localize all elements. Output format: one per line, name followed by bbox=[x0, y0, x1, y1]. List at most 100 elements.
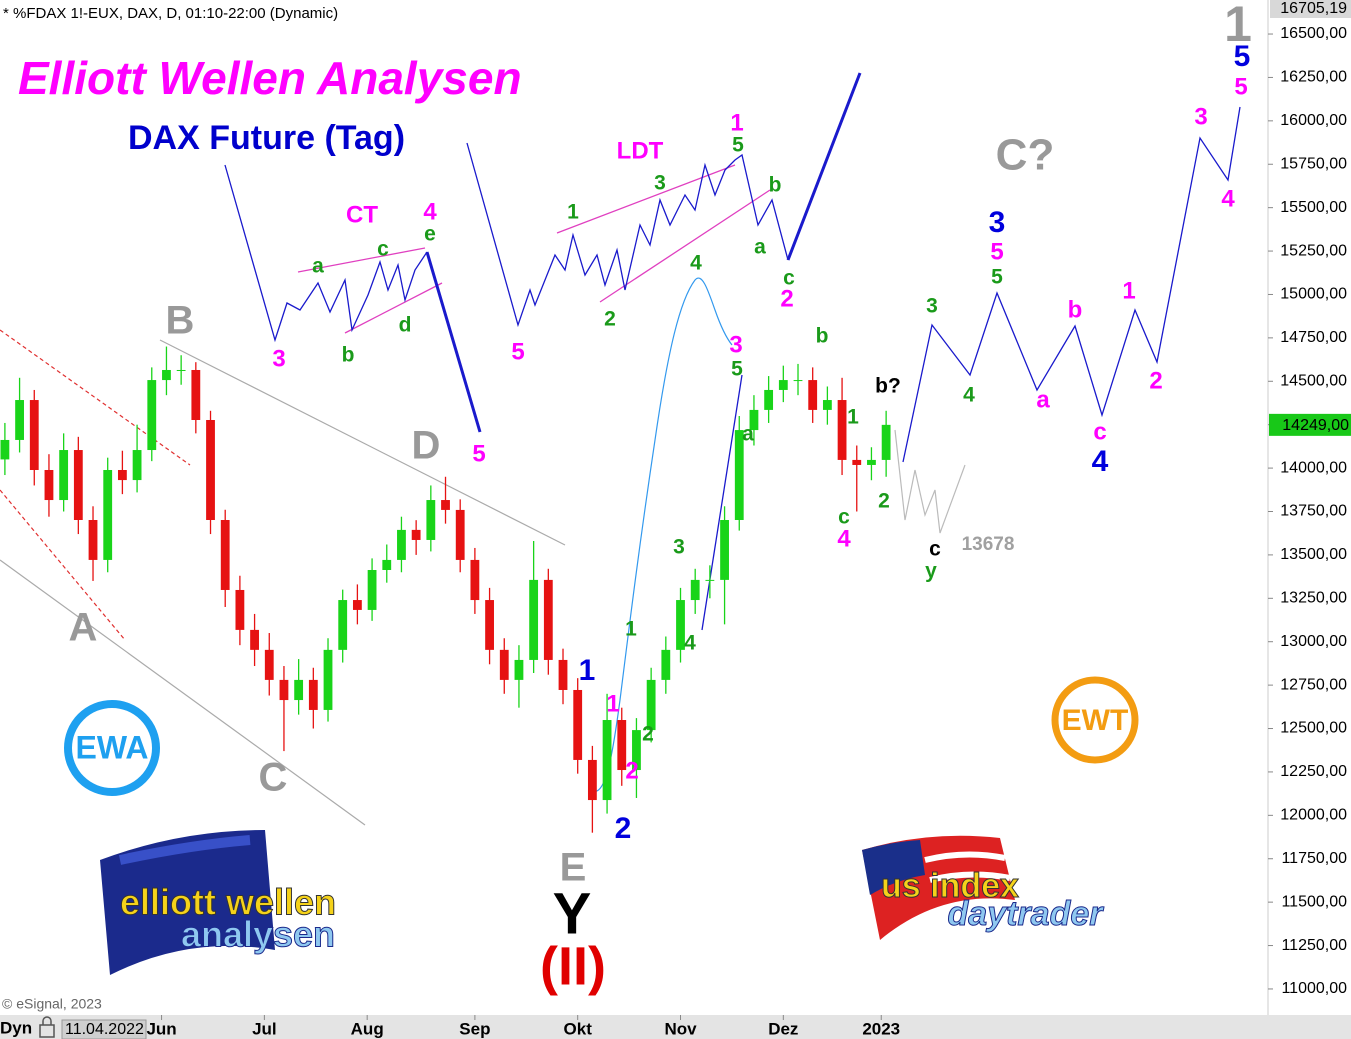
candle-body bbox=[29, 400, 39, 470]
wave-label: 3 bbox=[673, 536, 685, 559]
candle-body bbox=[587, 759, 597, 801]
wave-label: 1 bbox=[1224, 0, 1252, 52]
wave-label: a bbox=[312, 255, 324, 278]
y-tick-label: 12500,00 bbox=[1280, 720, 1347, 737]
candle-body bbox=[426, 500, 436, 540]
x-tick-label: Okt bbox=[564, 1019, 593, 1038]
candle-body bbox=[250, 629, 259, 650]
logo-text: elliott wellen bbox=[120, 882, 336, 923]
copyright: © eSignal, 2023 bbox=[2, 996, 102, 1012]
wave-label: 3 bbox=[989, 206, 1006, 239]
candle-body bbox=[749, 409, 759, 431]
annotations: BACDEY(II)C?1CTLDT34551234125abc12345123… bbox=[69, 0, 1252, 996]
candle-body bbox=[176, 369, 186, 371]
logo-text: analysen bbox=[181, 914, 335, 955]
candle-body bbox=[59, 450, 69, 501]
y-tick-label: 13750,00 bbox=[1280, 503, 1347, 520]
x-tick-label: Dez bbox=[768, 1019, 798, 1038]
wave-label: 13678 bbox=[962, 534, 1015, 555]
candle-body bbox=[822, 400, 832, 410]
wave-label: a bbox=[742, 423, 754, 446]
candle-body bbox=[455, 509, 465, 560]
wave-label: Y bbox=[553, 881, 592, 946]
y-tick-label: 11500,00 bbox=[1281, 893, 1347, 910]
candle-body bbox=[220, 520, 230, 590]
y-tick-box bbox=[1270, 0, 1351, 18]
candle-body bbox=[338, 600, 348, 650]
logo-text: us index bbox=[881, 867, 1019, 905]
candle-body bbox=[705, 579, 715, 581]
candle-body bbox=[676, 600, 685, 650]
candle-body bbox=[617, 720, 627, 771]
x-tick-label: Jul bbox=[252, 1019, 277, 1038]
x-tick-label: Aug bbox=[351, 1019, 384, 1038]
mode-label: Dyn bbox=[0, 1018, 32, 1037]
wave-label: 5 bbox=[991, 266, 1003, 289]
wave-label: c bbox=[929, 538, 941, 561]
plot-area bbox=[0, 72, 1241, 826]
alternate-path bbox=[894, 429, 966, 534]
y-tick-label: 16000,00 bbox=[1280, 112, 1347, 129]
channel-line bbox=[0, 329, 191, 466]
candle-body bbox=[573, 689, 583, 760]
wave-label: C? bbox=[996, 131, 1055, 180]
wave-label: a bbox=[754, 236, 766, 259]
wave-label: 4 bbox=[1092, 445, 1109, 478]
candle-body bbox=[73, 450, 83, 521]
wave-label: C bbox=[259, 756, 288, 800]
wave-label: 2 bbox=[615, 812, 632, 845]
candle-body bbox=[837, 400, 847, 460]
y-tick-label: 16500,00 bbox=[1280, 25, 1347, 42]
candle-body bbox=[514, 659, 524, 680]
wave-label: 4 bbox=[423, 198, 437, 225]
wave-label: 3 bbox=[1194, 103, 1207, 130]
candle-body bbox=[661, 649, 671, 680]
wave-label: a bbox=[1036, 386, 1050, 413]
symbol-header: * %FDAX 1!-EUX, DAX, D, 01:10-22:00 (Dyn… bbox=[3, 5, 338, 22]
candle-body bbox=[367, 570, 377, 610]
candle-body bbox=[323, 649, 333, 710]
candle-body bbox=[690, 579, 700, 601]
wave-label: 5 bbox=[472, 440, 485, 467]
candle-body bbox=[294, 679, 304, 701]
wave-label: A bbox=[69, 606, 98, 650]
y-tick-label: 12750,00 bbox=[1280, 676, 1347, 693]
y-tick-label: 15500,00 bbox=[1280, 199, 1347, 216]
wave-label: 4 bbox=[690, 252, 702, 275]
us-index-logo: us index daytrader bbox=[862, 835, 1105, 940]
wave-label: 1 bbox=[579, 654, 596, 687]
wave-label: b bbox=[816, 325, 829, 348]
lock-icon bbox=[39, 1016, 55, 1038]
triangle-line bbox=[344, 282, 443, 334]
wave-label: (II) bbox=[540, 936, 606, 996]
candle-body bbox=[162, 369, 171, 381]
candle-body bbox=[308, 679, 318, 710]
candle-body bbox=[352, 600, 362, 610]
y-tick-label: 14000,00 bbox=[1280, 459, 1347, 476]
wave-label: b bbox=[1068, 296, 1083, 323]
start-date: 11.04.2022 bbox=[65, 1021, 144, 1038]
wave-label: b bbox=[342, 344, 355, 367]
time-axis bbox=[0, 1015, 1351, 1039]
candle-body bbox=[632, 730, 641, 771]
candle-body bbox=[88, 520, 98, 560]
wave-label: E bbox=[560, 846, 587, 890]
x-tick-label: Sep bbox=[459, 1019, 490, 1038]
candle-body bbox=[485, 600, 494, 650]
candle-body bbox=[117, 469, 127, 481]
candle-body bbox=[602, 720, 612, 801]
wave-label: 4 bbox=[837, 525, 851, 552]
wave-label: 2 bbox=[642, 723, 654, 746]
wave-label: 5 bbox=[511, 338, 524, 365]
elliott-logo: elliott wellen analysen bbox=[100, 830, 337, 975]
y-tick-label: 13250,00 bbox=[1280, 590, 1347, 607]
diagonal-line bbox=[599, 189, 771, 303]
candle-body bbox=[867, 459, 876, 465]
y-tick-label: 15250,00 bbox=[1280, 242, 1347, 259]
wave-label: b? bbox=[875, 375, 901, 398]
y-tick-label: 15000,00 bbox=[1280, 286, 1347, 303]
candle-body bbox=[132, 450, 142, 481]
y-axis: 16705,19 16500,00 16250,00 16000,00 15750,00… bbox=[1268, 0, 1351, 997]
wave-label: 4 bbox=[1221, 185, 1235, 212]
candle-body bbox=[778, 380, 788, 390]
